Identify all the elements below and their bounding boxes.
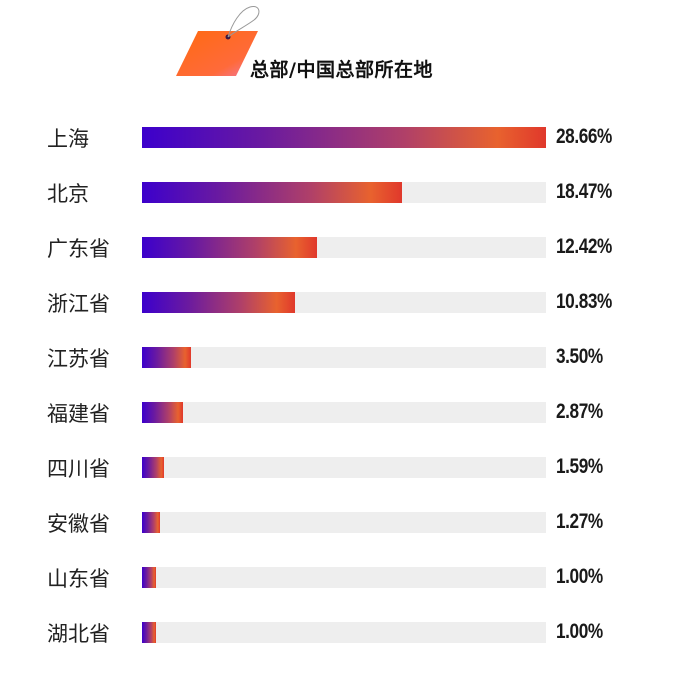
bar-row: 四川省 1.59% [0,455,679,481]
bar-track [142,567,546,588]
bar-row: 北京 18.47% [0,180,679,206]
bar-value: 3.50% [556,345,603,368]
bar-value: 28.66% [556,125,612,148]
bar-label: 湖北省 [47,622,110,646]
bar-value: 10.83% [556,290,612,313]
bar-label: 山东省 [47,567,110,591]
bar-label: 四川省 [47,457,110,481]
bar-fill [142,567,157,588]
bar-track [142,182,546,203]
bar-fill [142,182,403,203]
bar-track [142,512,546,533]
bar-fill [142,292,295,313]
bar-row: 浙江省 10.83% [0,290,679,316]
bar-value: 1.00% [556,565,603,588]
bar-track [142,127,546,148]
bar-label: 北京 [47,182,89,206]
bar-row: 福建省 2.87% [0,400,679,426]
bar-label: 福建省 [47,402,110,426]
chart-header: 总部/中国总部所在地 [0,0,679,90]
bar-track [142,292,546,313]
bar-label: 安徽省 [47,512,110,536]
bar-label: 上海 [47,127,89,151]
bar-fill [142,512,160,533]
bar-track [142,347,546,368]
bar-track [142,237,546,258]
bar-row: 江苏省 3.50% [0,345,679,371]
bar-track [142,457,546,478]
bar-value: 2.87% [556,400,603,423]
bar-value: 1.59% [556,455,603,478]
bar-row: 广东省 12.42% [0,235,679,261]
bar-fill [142,457,165,478]
bar-label: 浙江省 [47,292,110,316]
bar-fill [142,127,546,148]
chart-title: 总部/中国总部所在地 [250,59,433,81]
bar-fill [142,622,157,643]
bar-fill [142,347,192,368]
bar-track [142,402,546,423]
bar-row: 上海 28.66% [0,125,679,151]
bar-label: 江苏省 [47,347,110,371]
bar-value: 18.47% [556,180,612,203]
bar-value: 1.27% [556,510,603,533]
bar-row: 湖北省 1.00% [0,620,679,646]
bar-value: 1.00% [556,620,603,643]
bar-value: 12.42% [556,235,612,258]
bar-track [142,622,546,643]
bar-row: 山东省 1.00% [0,565,679,591]
bar-label: 广东省 [47,237,110,261]
bar-fill [142,237,318,258]
bar-row: 安徽省 1.27% [0,510,679,536]
bar-fill [142,402,183,423]
tag-string-icon [227,5,260,38]
